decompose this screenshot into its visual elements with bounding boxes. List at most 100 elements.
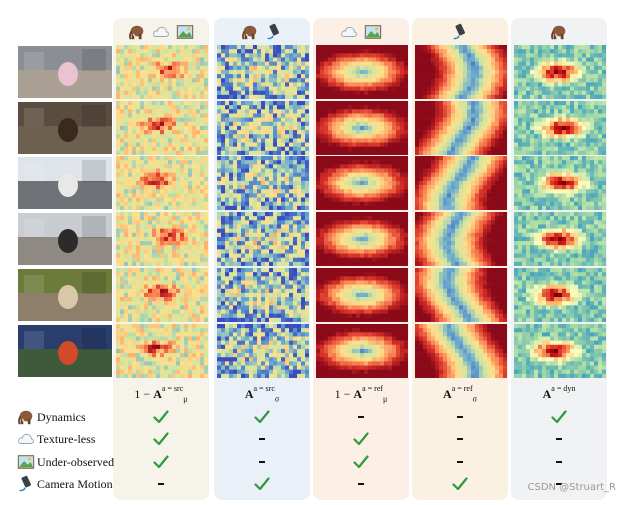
heatmap-c2-r2 xyxy=(316,156,408,210)
dash-icon xyxy=(556,483,562,486)
heatmap-c2-r4 xyxy=(316,268,408,322)
mark-r2-c1 xyxy=(214,452,310,472)
mammoth-icon xyxy=(129,25,144,40)
photo-hiker xyxy=(18,213,112,265)
check-icon xyxy=(353,432,369,446)
heatmap-c0-r1 xyxy=(116,101,208,155)
row-label-text: Under-observed xyxy=(37,454,115,469)
mark-r2-c2 xyxy=(313,452,409,472)
row-label-text: Camera Motion xyxy=(37,476,113,491)
mammoth-icon xyxy=(551,25,566,40)
label-main: A xyxy=(353,387,363,401)
column-header-icons-4 xyxy=(511,21,607,43)
row-label-text: Texture-less xyxy=(37,431,96,446)
photo-car-street xyxy=(18,157,112,209)
row-label-2: Under-observed xyxy=(17,452,114,472)
label-sup: a = src xyxy=(253,384,275,393)
column-header-icons-3 xyxy=(412,21,508,43)
dash-icon xyxy=(556,438,562,441)
label-sub: μ xyxy=(183,394,188,404)
heatmap-c3-r2 xyxy=(415,156,507,210)
heatmap-c4-r4 xyxy=(514,268,606,322)
landscape-icon xyxy=(364,25,382,39)
heatmap-c1-r2 xyxy=(217,156,309,210)
column-label-0: 1 − Aa = srcμ xyxy=(113,381,209,404)
dash-icon xyxy=(358,483,364,486)
mark-r0-c4 xyxy=(511,407,607,427)
heatmap-c2-r1 xyxy=(316,101,408,155)
heatmap-c1-r4 xyxy=(217,268,309,322)
heatmap-c2-r3 xyxy=(316,212,408,266)
row-label-text: Dynamics xyxy=(37,409,86,424)
heatmap-c1-r0 xyxy=(217,45,309,99)
column-label-3: Aa = refσ xyxy=(412,381,508,403)
mark-r2-c4 xyxy=(511,452,607,472)
photo-swing xyxy=(18,269,112,321)
check-icon xyxy=(452,477,468,491)
mark-r3-c2 xyxy=(313,474,409,494)
heatmap-c2-r0 xyxy=(316,45,408,99)
mark-r1-c0 xyxy=(113,429,209,449)
dash-icon xyxy=(259,438,265,441)
mark-r1-c1 xyxy=(214,429,310,449)
check-icon xyxy=(153,455,169,469)
mark-r1-c2 xyxy=(313,429,409,449)
column-label-4: Aa = dyn xyxy=(511,381,607,401)
mark-r0-c1 xyxy=(214,407,310,427)
heatmap-c4-r3 xyxy=(514,212,606,266)
phone-motion-icon xyxy=(267,23,279,40)
row-label-0: Dynamics xyxy=(17,407,86,427)
check-icon xyxy=(153,410,169,424)
dash-icon xyxy=(457,461,463,464)
dash-icon xyxy=(358,416,364,419)
label-sup: a = ref xyxy=(451,384,473,393)
mark-r3-c3 xyxy=(412,474,508,494)
heatmap-c0-r4 xyxy=(116,268,208,322)
heatmap-c4-r1 xyxy=(514,101,606,155)
landscape-icon xyxy=(176,25,194,39)
label-sup: a = src xyxy=(161,384,184,393)
photo-bear xyxy=(18,102,112,154)
heatmap-c1-r1 xyxy=(217,101,309,155)
label-main: A xyxy=(542,387,552,401)
check-icon xyxy=(153,432,169,446)
photo-dancer-image xyxy=(18,46,112,98)
phone-motion-icon xyxy=(453,23,465,40)
heatmap-c0-r3 xyxy=(116,212,208,266)
dash-icon xyxy=(158,483,164,486)
photo-dancer xyxy=(18,46,112,98)
column-label-1: Aa = srcσ xyxy=(214,381,310,404)
heatmap-c0-r5 xyxy=(116,324,208,378)
check-icon xyxy=(353,455,369,469)
mark-r2-c0 xyxy=(113,452,209,472)
label-main: A xyxy=(443,387,452,401)
column-header-icons-2 xyxy=(313,21,409,43)
label-sub: σ xyxy=(274,394,280,404)
dash-icon xyxy=(259,461,265,464)
photo-playground xyxy=(18,325,112,377)
heatmap-c3-r5 xyxy=(415,324,507,378)
heatmap-c4-r0 xyxy=(514,45,606,99)
photo-hiker-image xyxy=(18,213,112,265)
heatmap-c1-r5 xyxy=(217,324,309,378)
dash-icon xyxy=(457,438,463,441)
mark-r3-c0 xyxy=(113,474,209,494)
photo-playground-image xyxy=(18,325,112,377)
label-sub: μ xyxy=(383,394,388,404)
check-icon xyxy=(254,477,270,491)
photo-swing-image xyxy=(18,269,112,321)
landscape-icon xyxy=(17,455,35,469)
mark-r1-c3 xyxy=(412,429,508,449)
column-header-icons-0 xyxy=(113,21,209,43)
row-label-3: Camera Motion xyxy=(17,474,113,494)
heatmap-c2-r5 xyxy=(316,324,408,378)
heatmap-c3-r3 xyxy=(415,212,507,266)
heatmap-c0-r0 xyxy=(116,45,208,99)
label-sup: a = ref xyxy=(362,384,384,393)
label-sup: a = dyn xyxy=(551,384,576,393)
check-icon xyxy=(551,410,567,424)
dash-icon xyxy=(556,461,562,464)
mark-r2-c3 xyxy=(412,452,508,472)
check-icon xyxy=(254,410,270,424)
label-prefix: 1 − xyxy=(334,387,354,401)
